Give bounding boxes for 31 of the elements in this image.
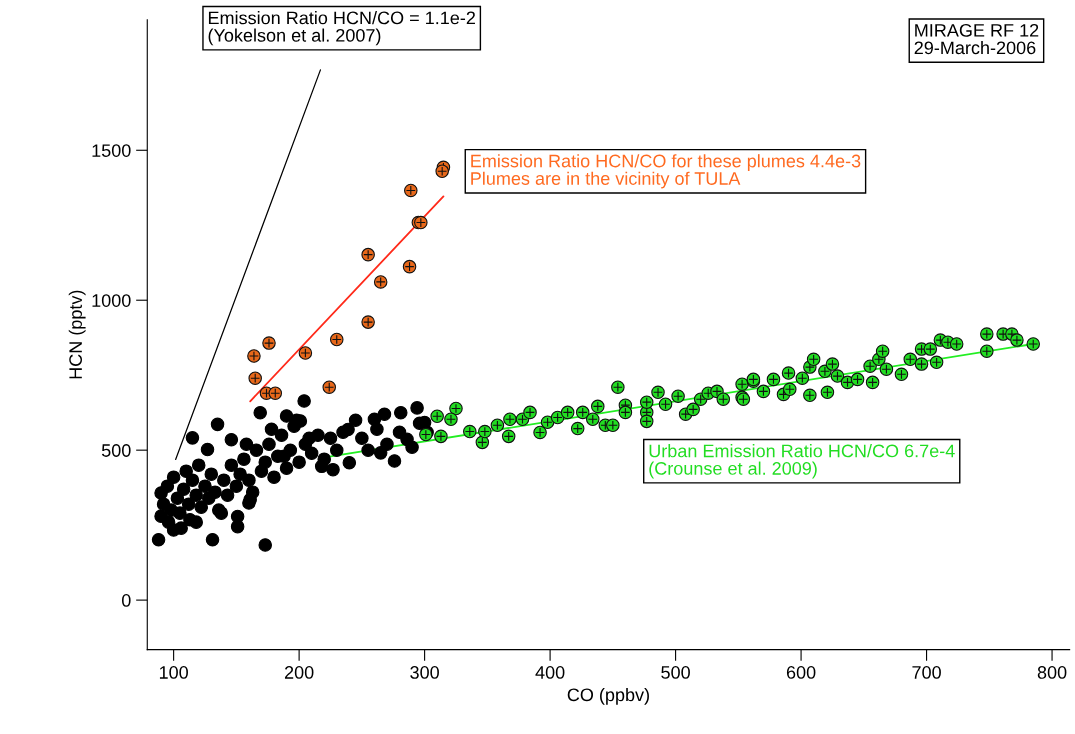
point — [373, 275, 388, 289]
annotation: Emission Ratio HCN/CO = 1.1e-2 (Yokelson et al. 2007) — [208, 11, 475, 46]
annotation: Urban Emission Ratio HCN/CO 6.7e-4 (Crounse et al. 2009) — [649, 444, 955, 479]
x-tick-label: 400 — [535, 666, 565, 679]
y-tick-label: 0 — [121, 594, 131, 607]
point — [402, 259, 417, 274]
y-tick-label: 1000 — [92, 294, 131, 307]
annotation: Emission Ratio HCN/CO for these plumes 4.4e-3 Plumes are in the vicinity of TULA — [471, 154, 861, 189]
x-tick-label: 800 — [1037, 666, 1067, 679]
point — [247, 349, 261, 363]
x-tick-label: 600 — [786, 666, 816, 679]
x-tick-label: 500 — [661, 666, 690, 679]
y-tick-label: 500 — [101, 444, 131, 457]
x-tick-label: 200 — [284, 666, 314, 679]
point — [298, 346, 313, 360]
y-tick-label: 1500 — [92, 144, 131, 157]
y-axis-title: HCN (pptv) — [68, 290, 86, 379]
point — [404, 183, 418, 198]
point — [268, 386, 283, 400]
x-tick-label: 100 — [159, 666, 188, 679]
point — [329, 332, 344, 347]
point — [262, 336, 276, 350]
x-tick-label: 700 — [912, 666, 941, 679]
x-axis-title: CO (ppbv) — [567, 687, 649, 705]
point — [435, 164, 449, 179]
point — [322, 380, 337, 394]
x-tick-label: 300 — [410, 666, 439, 679]
annotation: MIRAGE RF 12 29-March-2006 — [914, 23, 1039, 55]
point — [361, 247, 375, 262]
point — [248, 371, 262, 385]
point — [361, 315, 375, 329]
